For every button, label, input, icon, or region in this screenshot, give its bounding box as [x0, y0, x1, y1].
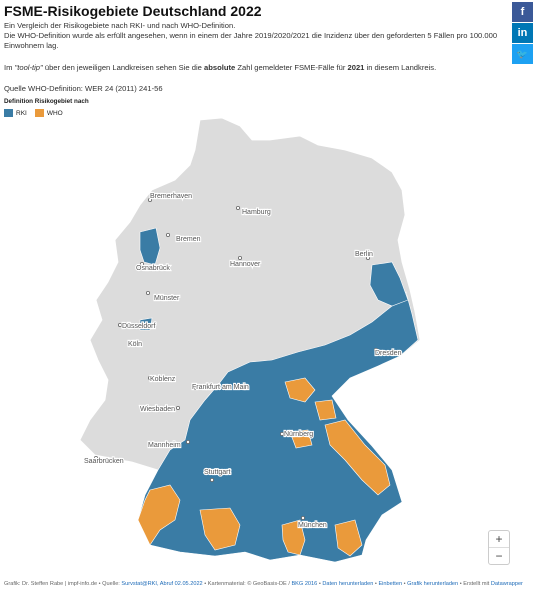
legend-label-rki: RKI: [16, 109, 27, 117]
footer-separator: •: [373, 581, 379, 587]
who-region-lake-constance[interactable]: [199, 507, 241, 551]
tooltip-note-bold-year: 2021: [347, 63, 365, 72]
tooltip-note-bold-absolute: absolute: [204, 63, 236, 72]
city-stuttgart: Stuttgart: [203, 468, 232, 482]
bkg-link[interactable]: BKG 2016: [291, 581, 318, 587]
city-koeln: Köln: [127, 340, 143, 349]
svg-text:Frankfurt am Main: Frankfurt am Main: [192, 384, 249, 391]
facebook-icon: f: [520, 6, 525, 18]
linkedin-icon: in: [517, 27, 528, 39]
svg-text:Bremen: Bremen: [176, 236, 201, 243]
svg-text:Köln: Köln: [128, 341, 142, 348]
legend-title: Definition Risikogebiet nach: [4, 98, 89, 105]
svg-text:Düsseldorf: Düsseldorf: [122, 323, 156, 330]
city-mannheim: Mannheim: [147, 439, 190, 450]
embed-link[interactable]: Einbetten: [378, 581, 403, 587]
svg-text:Berlin: Berlin: [355, 251, 373, 258]
city-bremerhaven: Bremerhaven: [147, 192, 193, 202]
city-hannover: Hannover: [229, 255, 262, 269]
city-duesseldorf: Düsseldorf: [118, 322, 157, 331]
svg-text:München: München: [298, 522, 327, 529]
city-osnabrueck: Osnabrück: [135, 261, 171, 273]
share-buttons: f in 🐦: [512, 2, 533, 64]
tooltip-note-part1: Im: [4, 63, 15, 72]
legend: RKI WHO: [4, 109, 63, 117]
svg-text:Saarbrücken: Saarbrücken: [84, 458, 124, 465]
city-nuernberg: Nürnberg: [279, 430, 314, 439]
footer-credit: Grafik: Dr. Steffen Rabe | impf-info.de …: [4, 581, 122, 587]
rki-region-south[interactable]: [137, 291, 419, 563]
svg-text:Stuttgart: Stuttgart: [204, 469, 231, 476]
svg-text:Osnabrück: Osnabrück: [136, 265, 170, 272]
legend-swatch-who: [34, 109, 44, 117]
twitter-icon: 🐦: [516, 48, 529, 59]
svg-text:Hamburg: Hamburg: [242, 209, 271, 216]
who-region-allgaeu[interactable]: [281, 519, 306, 556]
svg-text:Bremerhaven: Bremerhaven: [150, 193, 192, 200]
tooltip-note-part4: in diesem Landkreis.: [364, 63, 437, 72]
city-muenchen: München: [297, 516, 328, 530]
city-dresden: Dresden: [374, 347, 403, 358]
city-hamburg: Hamburg: [235, 205, 272, 217]
city-bremen: Bremen: [165, 232, 202, 244]
germany-risk-map[interactable]: Bremerhaven Hamburg Bremen Berlin Osnabr…: [0, 115, 535, 577]
footer-separator: •: [317, 581, 323, 587]
city-wiesbaden: Wiesbaden: [139, 405, 180, 414]
intro-line-1: Ein Vergleich der Risikogebiete nach RKI…: [4, 21, 236, 30]
legend-item-rki: RKI: [4, 109, 27, 117]
footer: Grafik: Dr. Steffen Rabe | impf-info.de …: [4, 580, 534, 588]
who-region-chiemgau[interactable]: [334, 519, 363, 557]
zoom-control: + −: [488, 530, 510, 565]
footer-map-material: • Kartenmaterial: © GeoBasis-DE /: [202, 581, 292, 587]
facebook-share-button[interactable]: f: [512, 2, 533, 22]
rki-region-emsland[interactable]: [139, 227, 161, 266]
svg-text:Münster: Münster: [154, 295, 180, 302]
source-note: Quelle WHO-Definition: WER 24 (2011) 241…: [4, 84, 163, 93]
svg-text:Hannover: Hannover: [230, 261, 261, 268]
who-region-oberpfalz[interactable]: [314, 399, 337, 421]
tooltip-note-italic: "tool-tip": [14, 63, 43, 72]
datawrapper-link[interactable]: Datawrapper: [490, 581, 523, 587]
city-saarbruecken: Saarbrücken: [83, 455, 125, 466]
download-graphic-link[interactable]: Grafik herunterladen: [407, 581, 459, 587]
zoom-in-button[interactable]: +: [495, 532, 503, 546]
who-region-black-forest[interactable]: [137, 484, 181, 546]
intro-text: Ein Vergleich der Risikogebiete nach RKI…: [4, 21, 504, 51]
zoom-out-button[interactable]: −: [489, 547, 509, 564]
who-region-upper-franconia[interactable]: [284, 377, 316, 403]
svg-text:Mannheim: Mannheim: [148, 442, 181, 449]
tooltip-note-part3: Zahl gemeldeter FSME-Fälle für: [235, 63, 348, 72]
city-koblenz: Koblenz: [147, 375, 177, 384]
city-berlin: Berlin: [354, 250, 374, 260]
tooltip-note-part2: über den jeweiligen Landkreisen sehen Si…: [42, 63, 205, 72]
source-link[interactable]: Survstat@RKI, Abruf 02.05.2022: [121, 581, 203, 587]
svg-text:Koblenz: Koblenz: [150, 376, 176, 383]
svg-text:Wiesbaden: Wiesbaden: [140, 406, 175, 413]
intro-line-2: Die WHO-Definition wurde als erfüllt ang…: [4, 31, 498, 50]
who-region-bavarian-forest[interactable]: [324, 419, 391, 496]
legend-label-who: WHO: [46, 109, 63, 117]
svg-text:Dresden: Dresden: [375, 350, 402, 357]
legend-swatch-rki: [4, 109, 13, 117]
city-muenster: Münster: [145, 290, 181, 303]
city-frankfurt: Frankfurt am Main: [191, 383, 250, 392]
page-title: FSME-Risikogebiete Deutschland 2022: [4, 3, 262, 19]
tooltip-note: Im "tool-tip" über den jeweiligen Landkr…: [4, 63, 436, 72]
who-region-nuernberg[interactable]: [289, 429, 313, 449]
legend-item-who: WHO: [34, 109, 63, 117]
linkedin-share-button[interactable]: in: [512, 23, 533, 43]
twitter-share-button[interactable]: 🐦: [512, 44, 533, 64]
rki-region-berlin-east[interactable]: [369, 261, 409, 307]
svg-text:Nürnberg: Nürnberg: [284, 431, 313, 438]
footer-created-with: • Erstellt mit: [458, 581, 491, 587]
footer-separator: •: [402, 581, 408, 587]
download-data-link[interactable]: Daten herunterladen: [322, 581, 374, 587]
rki-region-small-nrw[interactable]: [139, 317, 153, 331]
